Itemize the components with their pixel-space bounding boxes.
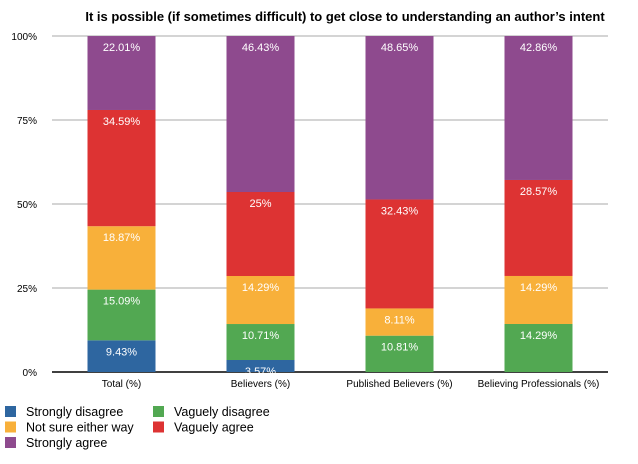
legend-swatch <box>153 421 164 433</box>
bar-segment <box>87 109 156 227</box>
data-label: 14.29% <box>242 282 280 294</box>
bar-segment <box>226 192 295 277</box>
legend-swatch <box>5 437 16 448</box>
x-tick-label: Total (%) <box>102 379 141 390</box>
y-tick-label: 50% <box>17 200 37 211</box>
bar-segment <box>226 276 295 325</box>
data-label: 10.81% <box>381 342 419 354</box>
bar-segment <box>226 324 295 361</box>
bar-segment <box>504 275 573 324</box>
y-tick-label: 25% <box>17 284 37 295</box>
data-label: 22.01% <box>103 42 141 54</box>
data-label: 14.29% <box>520 330 558 342</box>
data-label: 18.87% <box>103 232 141 244</box>
data-label: 14.29% <box>520 282 558 294</box>
bar-segment <box>365 36 434 200</box>
bar-segment <box>226 360 295 372</box>
legend-item: Not sure either way <box>5 421 134 435</box>
data-label: 48.65% <box>381 42 419 54</box>
data-label: 3.57% <box>245 366 276 378</box>
data-label: 25% <box>249 198 271 210</box>
legend-swatch <box>5 406 16 417</box>
x-tick-label: Believing Professionals (%) <box>478 379 600 390</box>
x-tick-label: Believers (%) <box>231 379 290 390</box>
y-tick-label: 75% <box>17 116 37 127</box>
data-label: 15.09% <box>103 296 141 308</box>
legend-label: Strongly disagree <box>26 405 123 419</box>
legend-swatch <box>153 406 164 417</box>
data-label: 10.71% <box>242 330 280 342</box>
bar-segment <box>365 199 434 309</box>
legend-label: Vaguely disagree <box>174 405 270 419</box>
bar-segment <box>504 323 573 372</box>
bar-segment <box>365 335 434 372</box>
x-tick-label: Published Believers (%) <box>346 379 452 390</box>
data-label: 34.59% <box>103 116 141 128</box>
legend-label: Strongly agree <box>26 436 107 450</box>
legend-item: Vaguely agree <box>153 421 254 435</box>
bar-segment <box>504 179 573 276</box>
legend-item: Strongly disagree <box>5 405 123 419</box>
bar-segment <box>87 226 156 290</box>
y-tick-label: 0% <box>23 368 38 379</box>
legend-swatch <box>5 421 16 433</box>
bar-segment <box>504 35 573 180</box>
chart-title: It is possible (if sometimes difficult) … <box>85 9 605 24</box>
data-label: 46.43% <box>242 42 280 54</box>
data-label: 8.11% <box>384 314 415 326</box>
legend-item: Strongly agree <box>5 436 107 450</box>
data-label: 9.43% <box>106 346 137 358</box>
data-label: 28.57% <box>520 186 558 198</box>
y-tick-label: 100% <box>11 32 37 43</box>
legend-item: Vaguely disagree <box>153 405 270 419</box>
data-label: 32.43% <box>381 205 419 217</box>
legend-label: Not sure either way <box>26 421 134 435</box>
bar-segment <box>87 289 156 341</box>
bar-segment <box>365 308 434 336</box>
data-label: 42.86% <box>520 42 558 54</box>
bar-segment <box>87 36 156 110</box>
bar-segment <box>87 340 156 372</box>
bar-segment <box>226 36 295 193</box>
legend-label: Vaguely agree <box>174 421 254 435</box>
